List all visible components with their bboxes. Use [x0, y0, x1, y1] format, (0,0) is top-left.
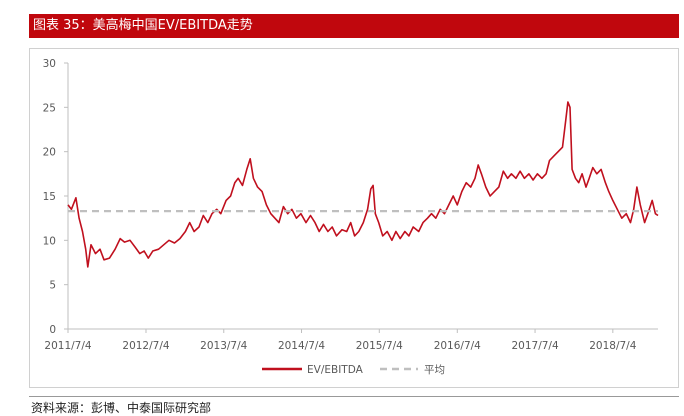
y-tick-label: 15	[43, 191, 56, 203]
x-tick-label: 2014/7/4	[278, 340, 325, 352]
x-tick-label: 2013/7/4	[200, 340, 247, 352]
legend-label-ev-ebitda: EV/EBITDA	[307, 364, 364, 376]
y-tick-label: 20	[43, 147, 56, 159]
chart-frame	[29, 48, 679, 388]
y-tick-label: 30	[43, 58, 56, 70]
y-tick-label: 5	[49, 280, 56, 292]
source-note: 资料来源：彭博、中泰国际研究部	[31, 401, 212, 415]
y-tick-label: 10	[43, 235, 56, 247]
x-tick-label: 2017/7/4	[511, 340, 558, 352]
x-tick-label: 2011/7/4	[44, 340, 91, 352]
y-tick-label: 25	[43, 102, 56, 114]
y-tick-label: 0	[49, 324, 56, 336]
x-axis: 2011/7/4 2012/7/4 2013/7/4 2014/7/4 2015/7/4…	[44, 328, 658, 352]
chart-title: 图表 35：美高梅中国EV/EBITDA走势	[29, 14, 679, 38]
x-tick-label: 2012/7/4	[122, 340, 169, 352]
x-tick-label: 2018/7/4	[589, 340, 636, 352]
legend: EV/EBITDA 平均	[262, 364, 445, 376]
source-divider	[29, 396, 679, 397]
x-tick-label: 2016/7/4	[434, 340, 481, 352]
y-axis: 0 5 10 15 20 25 30	[43, 58, 69, 336]
x-tick-label: 2015/7/4	[356, 340, 403, 352]
ev-ebitda-line	[67, 101, 659, 268]
legend-label-average: 平均	[424, 364, 445, 376]
series-layer	[67, 101, 659, 268]
